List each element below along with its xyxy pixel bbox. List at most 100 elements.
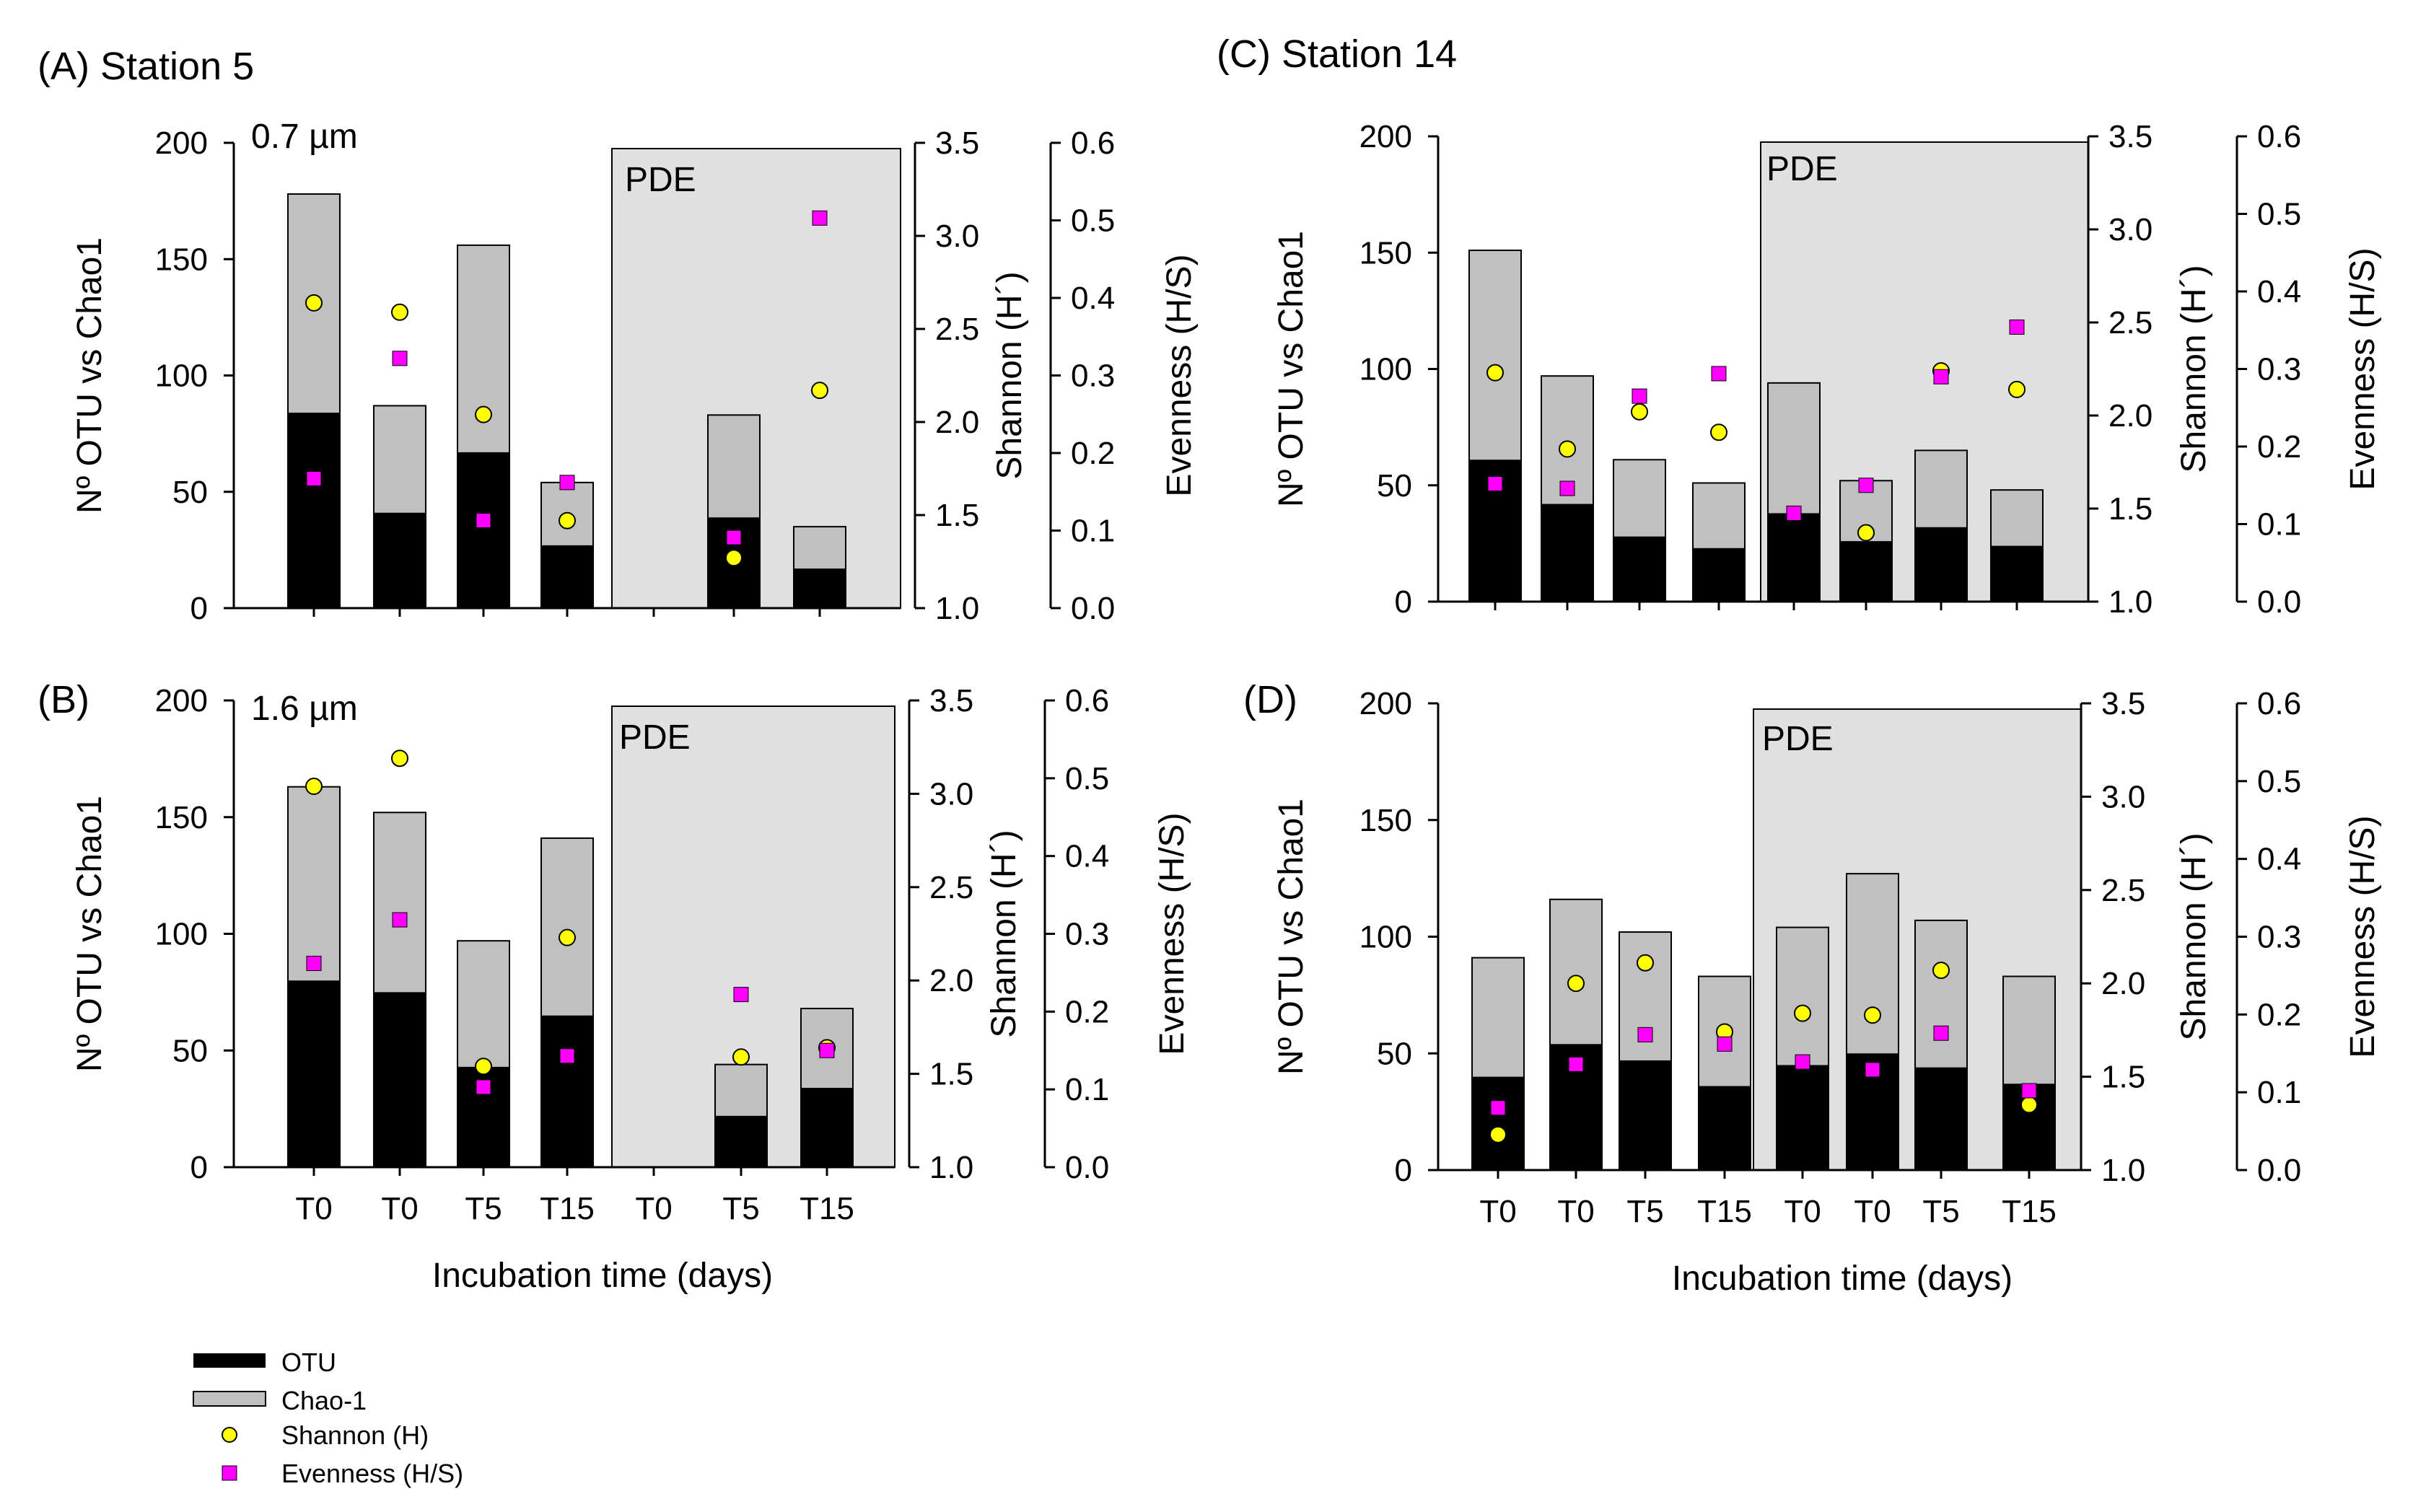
- shannon-tick-label: 2.5: [935, 312, 979, 347]
- shannon-tick-label: 1.0: [2108, 584, 2153, 620]
- evenness-tick-label: 0.3: [2257, 920, 2301, 955]
- evenness-point: [1711, 366, 1727, 382]
- left-tick-label: 100: [1359, 920, 1412, 955]
- otu-bar: [374, 512, 426, 608]
- x-tick-label: T0: [635, 1191, 672, 1226]
- panel-c: PDE 0 50 100 150 200 1.0 1.5 2.0 2.5 3.0 3.5 0.0 0.1 0…: [1217, 32, 2382, 620]
- panel-title: (D): [1243, 678, 1297, 721]
- shannon-point: [1710, 423, 1727, 441]
- otu-bar: [1991, 545, 2043, 602]
- shannon-tick-label: 1.5: [2108, 491, 2153, 527]
- evenness-point: [306, 955, 322, 971]
- left-tick-label: 50: [172, 1033, 208, 1068]
- evenness-tick-label: 0.2: [1065, 994, 1109, 1029]
- otu-bar: [288, 980, 340, 1167]
- x-axis-label: Incubation time (days): [432, 1257, 773, 1295]
- otu-bar: [457, 452, 509, 608]
- evenness-point: [1487, 476, 1503, 492]
- shannon-axis-label: Shannon (H´): [2175, 265, 2213, 472]
- shannon-tick-label: 1.0: [2101, 1153, 2145, 1188]
- evenness-point: [733, 987, 749, 1003]
- panel-subtitle: 0.7 µm: [251, 118, 358, 156]
- evenness-point: [559, 1048, 575, 1064]
- shannon-tick-label: 3.0: [2101, 779, 2145, 814]
- x-tick-label: T0: [381, 1191, 418, 1226]
- pde-label: PDE: [1762, 720, 1834, 758]
- evenness-tick-label: 0.0: [2257, 584, 2301, 620]
- left-tick-label: 200: [155, 683, 208, 718]
- panel-title: (A) Station 5: [38, 45, 254, 88]
- left-tick-label: 150: [155, 242, 208, 277]
- shannon-tick-label: 1.0: [929, 1150, 973, 1185]
- shannon-tick-label: 2.5: [2108, 305, 2153, 340]
- evenness-tick-label: 0.1: [1071, 514, 1115, 549]
- pde-label: PDE: [625, 161, 696, 199]
- shannon-tick-label: 1.0: [935, 591, 979, 626]
- left-tick-label: 200: [155, 126, 208, 161]
- shannon-point: [559, 928, 576, 946]
- shannon-tick-label: 3.5: [2108, 119, 2153, 154]
- shannon-tick-label: 3.5: [2101, 686, 2145, 721]
- legend-chao-swatch: [193, 1391, 266, 1407]
- shannon-point: [475, 1058, 492, 1076]
- legend-evenness-label: Evenness (H/S): [281, 1459, 463, 1488]
- shannon-tick-label: 1.5: [2101, 1060, 2145, 1095]
- legend: OTU Chao-1 Shannon (H) Evenness (H/S): [193, 1348, 463, 1488]
- shannon-tick-label: 2.5: [929, 870, 973, 905]
- otu-bar: [715, 1115, 767, 1167]
- evenness-tick-label: 0.2: [2257, 997, 2301, 1032]
- left-tick-label: 200: [1359, 686, 1412, 721]
- x-tick-label: T0: [1479, 1194, 1516, 1229]
- shannon-tick-label: 3.0: [2108, 212, 2153, 247]
- evenness-tick-label: 0.1: [1065, 1072, 1109, 1107]
- x-tick-label: T15: [540, 1191, 595, 1226]
- x-tick-label: T5: [1626, 1194, 1663, 1229]
- evenness-tick-label: 0.2: [1071, 436, 1115, 471]
- shannon-tick-label: 2.0: [2101, 966, 2145, 1001]
- shannon-tick-label: 1.5: [935, 498, 979, 533]
- shannon-tick-label: 2.5: [2101, 873, 2145, 908]
- shannon-point: [391, 750, 408, 768]
- shannon-axis-label: Shannon (H´): [985, 830, 1023, 1037]
- evenness-point: [476, 1079, 491, 1095]
- shannon-tick-label: 2.0: [2108, 398, 2153, 434]
- otu-bar: [374, 992, 426, 1167]
- evenness-tick-label: 0.4: [2257, 274, 2301, 309]
- evenness-point: [392, 912, 408, 928]
- evenness-tick-label: 0.0: [1071, 591, 1115, 626]
- shannon-point: [732, 1048, 750, 1066]
- y-axis-label: Nº OTU vs Chao1: [71, 796, 109, 1072]
- legend-otu-label: OTU: [281, 1348, 336, 1377]
- evenness-point: [306, 470, 322, 486]
- evenness-point: [1632, 388, 1647, 404]
- y-axis-label: Nº OTU vs Chao1: [71, 237, 109, 514]
- shannon-tick-label: 3.0: [935, 219, 979, 254]
- evenness-point: [1933, 369, 1949, 384]
- x-tick-label: T5: [1922, 1194, 1959, 1229]
- evenness-axis-label: Evenness (H/S): [1160, 254, 1199, 496]
- evenness-tick-label: 0.3: [1071, 359, 1115, 394]
- evenness-point: [1858, 478, 1874, 493]
- evenness-tick-label: 0.4: [1065, 839, 1109, 874]
- evenness-tick-label: 0.4: [2257, 842, 2301, 877]
- legend-otu-swatch: [193, 1353, 266, 1368]
- legend-shannon-marker: [222, 1427, 237, 1443]
- x-tick-label: T0: [1557, 1194, 1594, 1229]
- evenness-tick-label: 0.0: [2257, 1153, 2301, 1188]
- left-tick-label: 0: [1395, 584, 1412, 620]
- evenness-point: [1717, 1036, 1733, 1052]
- evenness-point: [812, 210, 828, 226]
- evenness-tick-label: 0.5: [2257, 764, 2301, 799]
- shannon-point: [475, 405, 492, 423]
- shannon-point: [1567, 975, 1585, 993]
- shannon-point: [1857, 524, 1875, 542]
- x-tick-label: T0: [295, 1191, 332, 1226]
- evenness-point: [1637, 1027, 1653, 1042]
- otu-bar: [1915, 1067, 1967, 1170]
- evenness-tick-label: 0.4: [1071, 281, 1115, 316]
- panel-b: PDE 0 50 100 150 200 1.0 1.5 2.0 2.5 3.0 3.5 0.0 0.1 0…: [38, 678, 1191, 1295]
- evenness-point: [1795, 1054, 1810, 1070]
- evenness-tick-label: 0.6: [2257, 686, 2301, 721]
- otu-bar: [541, 545, 593, 608]
